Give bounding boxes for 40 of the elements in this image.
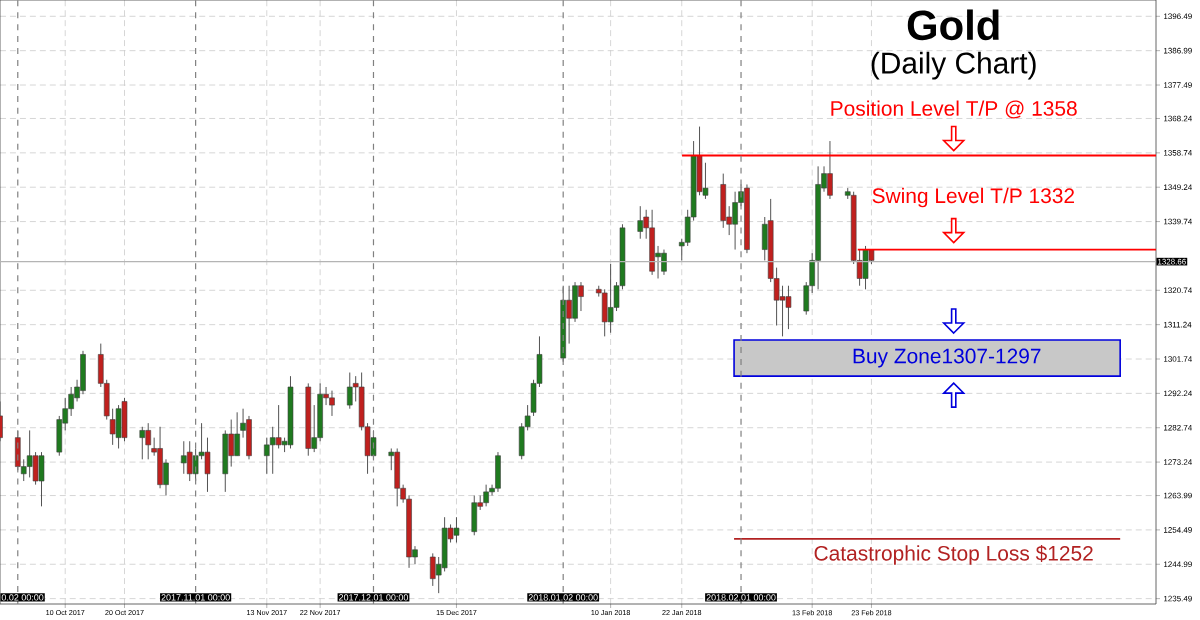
candlestick — [329, 390, 335, 417]
candlestick — [732, 191, 738, 250]
candlestick — [246, 415, 252, 460]
candlestick — [157, 426, 163, 489]
candlestick — [661, 249, 667, 276]
candlestick — [785, 285, 792, 330]
candlestick — [145, 422, 151, 460]
band-label: Buy Zone1307-1297 — [853, 348, 1041, 368]
candlestick — [637, 205, 644, 240]
candlestick — [80, 350, 86, 395]
candlestick — [186, 440, 193, 482]
candlestick — [862, 245, 869, 290]
candlestick — [483, 484, 489, 507]
candlestick — [121, 397, 128, 442]
ref-line-label: Catastrophic Stop Loss $1252 — [814, 545, 1093, 565]
candlestick — [720, 173, 727, 229]
ref-line-label: Swing Level T/P 1332 — [872, 187, 1075, 208]
candlestick — [180, 440, 187, 475]
candlestick — [453, 516, 460, 543]
candlestick — [827, 140, 833, 200]
candlestick — [495, 451, 501, 493]
text: (Daily Chart) — [871, 51, 1036, 80]
candlestick — [394, 448, 400, 507]
candlestick — [38, 451, 45, 507]
candlestick — [269, 426, 276, 475]
candlestick — [779, 285, 786, 337]
candlestick — [471, 495, 478, 536]
candlestick — [346, 372, 353, 410]
chart-title: Gold — [907, 9, 999, 41]
candlestick — [429, 552, 436, 587]
candlestick — [578, 281, 584, 312]
candlestick — [26, 429, 33, 478]
candlestick — [139, 426, 146, 460]
candlestick — [115, 404, 122, 449]
candlestick — [275, 404, 282, 449]
candlestick — [649, 209, 655, 276]
candlestick — [228, 419, 234, 468]
candlestick — [607, 263, 614, 334]
ref-line-label: Position Level T/P @ 1358 — [831, 100, 1077, 119]
candlestick — [234, 411, 240, 457]
